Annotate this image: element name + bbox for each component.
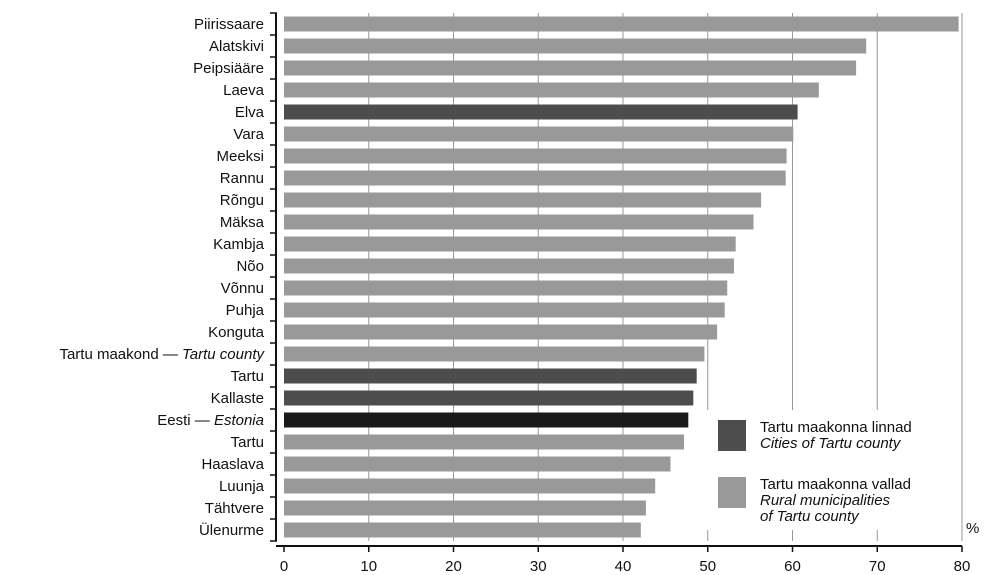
unit-label: % bbox=[966, 520, 979, 537]
bars bbox=[284, 16, 959, 538]
legend-label: Rural municipalities bbox=[760, 492, 891, 509]
bar bbox=[284, 302, 725, 318]
bar bbox=[284, 60, 857, 76]
category-label: Piirissaare bbox=[194, 16, 264, 33]
bar bbox=[284, 214, 754, 230]
category-label: Kambja bbox=[213, 236, 265, 253]
bar bbox=[284, 38, 867, 54]
category-label: Tartu bbox=[231, 434, 264, 451]
category-label: Puhja bbox=[226, 302, 265, 319]
category-label: Tähtvere bbox=[205, 500, 264, 517]
x-tick-label: 50 bbox=[699, 558, 716, 575]
bar bbox=[284, 478, 656, 494]
legend-label: Cities of Tartu county bbox=[760, 435, 902, 452]
bar bbox=[284, 16, 959, 32]
category-label: Peipsiääre bbox=[193, 60, 264, 77]
bar bbox=[284, 236, 736, 252]
category-label: Kallaste bbox=[211, 390, 264, 407]
category-label: Nõo bbox=[236, 258, 264, 275]
bar bbox=[284, 456, 671, 472]
bar bbox=[284, 324, 718, 340]
bar bbox=[284, 82, 819, 98]
legend-label: Tartu maakonna linnad bbox=[760, 419, 912, 436]
category-label: Haaslava bbox=[201, 456, 264, 473]
x-tick-label: 20 bbox=[445, 558, 462, 575]
bar bbox=[284, 148, 787, 164]
legend-label: of Tartu county bbox=[760, 508, 860, 525]
bar bbox=[284, 346, 705, 362]
grid-lines bbox=[368, 13, 963, 541]
axes bbox=[270, 12, 963, 552]
bar bbox=[284, 522, 641, 538]
legend-label: Tartu maakonna vallad bbox=[760, 476, 911, 493]
category-label: Võnnu bbox=[221, 280, 264, 297]
category-label: Rannu bbox=[220, 170, 264, 187]
category-label: Laeva bbox=[223, 82, 265, 99]
category-label: Tartu maakond — Tartu county bbox=[59, 346, 265, 363]
category-label: Vara bbox=[233, 126, 264, 143]
bar bbox=[284, 126, 794, 142]
legend-swatch bbox=[718, 420, 746, 451]
category-label: Elva bbox=[235, 104, 265, 121]
category-label: Ülenurme bbox=[199, 521, 264, 539]
category-label: Konguta bbox=[208, 324, 265, 341]
category-label: Rõngu bbox=[220, 192, 264, 209]
x-tick-label: 70 bbox=[869, 558, 886, 575]
category-label: Luunja bbox=[219, 478, 265, 495]
category-label: Mäksa bbox=[220, 214, 265, 231]
bar bbox=[284, 434, 684, 450]
category-label: Alatskivi bbox=[209, 38, 264, 55]
bar bbox=[284, 170, 786, 186]
x-tick-label: 80 bbox=[954, 558, 971, 575]
category-label: Eesti — Estonia bbox=[157, 412, 264, 429]
bar bbox=[284, 280, 728, 296]
category-label: Meeksi bbox=[216, 148, 264, 165]
category-label: Tartu bbox=[231, 368, 264, 385]
category-labels: Piirissaare Alatskivi Peipsiääre Laeva Elva V… bbox=[59, 16, 265, 539]
bar bbox=[284, 500, 646, 516]
legend-swatch bbox=[718, 477, 746, 508]
bar bbox=[284, 258, 734, 274]
bar bbox=[284, 104, 798, 120]
bar bbox=[284, 412, 689, 428]
x-tick-label: 60 bbox=[784, 558, 801, 575]
x-tick-label: 0 bbox=[280, 558, 288, 575]
bar bbox=[284, 390, 694, 406]
x-tick-label: 40 bbox=[615, 558, 632, 575]
bar bbox=[284, 368, 697, 384]
x-tick-label: 10 bbox=[360, 558, 377, 575]
x-tick-label: 30 bbox=[530, 558, 547, 575]
x-tick-labels: 0 10 20 30 40 50 60 70 80 bbox=[280, 558, 971, 575]
bar bbox=[284, 192, 762, 208]
